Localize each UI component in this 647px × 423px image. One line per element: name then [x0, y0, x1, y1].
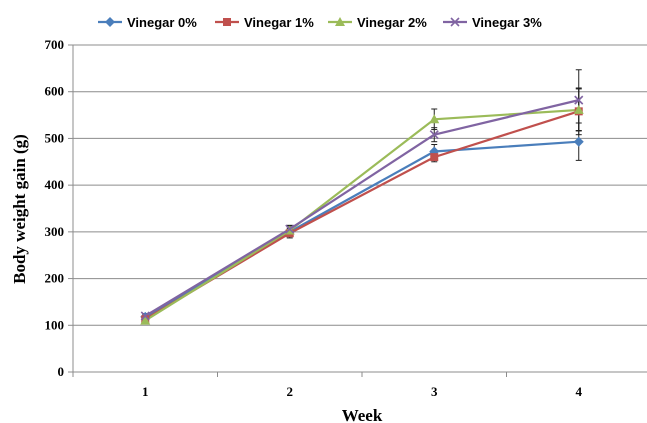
point-vinegar-2pct-4 — [573, 104, 584, 114]
axes — [72, 45, 647, 373]
series-line-vinegar-1pct — [144, 110, 580, 321]
legend-label-vinegar-1pct: Vinegar 1% — [244, 15, 314, 30]
legend-item-vinegar-2pct: Vinegar 2% — [328, 15, 427, 30]
point-vinegar-3pct-3 — [429, 130, 439, 140]
x-tick-label-3: 3 — [431, 384, 438, 399]
legend-label-vinegar-2pct: Vinegar 2% — [357, 15, 427, 30]
point-vinegar-3pct-2-stroke-b — [285, 224, 295, 234]
point-vinegar-3pct-1-stroke-b — [140, 311, 150, 321]
x-tick-label-1: 1 — [142, 384, 149, 399]
y-tick-label-400: 400 — [45, 177, 65, 192]
point-vinegar-3pct-1 — [140, 311, 150, 321]
point-vinegar-0pct-4 — [573, 136, 584, 147]
point-vinegar-3pct-2 — [285, 224, 295, 234]
legend-item-vinegar-3pct: Vinegar 3% — [443, 15, 542, 30]
y-tick-label-600: 600 — [45, 84, 65, 99]
point-vinegar-2pct-3 — [429, 114, 440, 124]
y-axis-ticks: 0 100 200 300 400 500 600 700 — [45, 37, 73, 379]
y-tick-label-500: 500 — [45, 130, 65, 145]
legend-marker-vinegar-1pct — [223, 18, 231, 26]
gridlines — [73, 44, 647, 326]
y-tick-label-200: 200 — [45, 271, 65, 286]
x-axis-ticks: 1 2 3 4 — [72, 372, 583, 399]
legend-marker-vinegar-3pct — [450, 17, 460, 27]
point-vinegar-1pct-3 — [430, 153, 439, 162]
legend: Vinegar 0% Vinegar 1% Vinegar 2% Vinegar 3% — [98, 15, 542, 30]
y-tick-label-100: 100 — [45, 317, 65, 332]
legend-item-vinegar-1pct: Vinegar 1% — [215, 15, 314, 30]
legend-label-vinegar-3pct: Vinegar 3% — [472, 15, 542, 30]
legend-marker-vinegar-2pct — [335, 17, 345, 26]
series-line-vinegar-2pct — [144, 108, 579, 322]
point-vinegar-3pct-4-stroke-b — [574, 95, 584, 105]
series-line-vinegar-0pct — [144, 140, 579, 318]
x-tick-label-4: 4 — [576, 384, 583, 399]
y-tick-label-700: 700 — [45, 37, 65, 52]
legend-item-vinegar-0pct: Vinegar 0% — [98, 15, 197, 30]
series-markers — [140, 95, 584, 325]
x-tick-label-2: 2 — [287, 384, 294, 399]
series-lines — [144, 99, 580, 322]
legend-marker-vinegar-0pct — [105, 17, 115, 27]
series-line-vinegar-3pct — [144, 99, 580, 317]
legend-marker-vinegar-3pct-stroke-b — [450, 17, 460, 27]
x-axis-title: Week — [342, 406, 383, 423]
point-vinegar-2pct-1 — [140, 315, 151, 325]
y-tick-label-0: 0 — [58, 364, 65, 379]
point-vinegar-3pct-4 — [574, 95, 584, 105]
point-vinegar-3pct-3-stroke-b — [429, 130, 439, 140]
legend-label-vinegar-0pct: Vinegar 0% — [127, 15, 197, 30]
y-tick-label-300: 300 — [45, 224, 65, 239]
y-axis-title: Body weight gain (g) — [10, 134, 29, 284]
